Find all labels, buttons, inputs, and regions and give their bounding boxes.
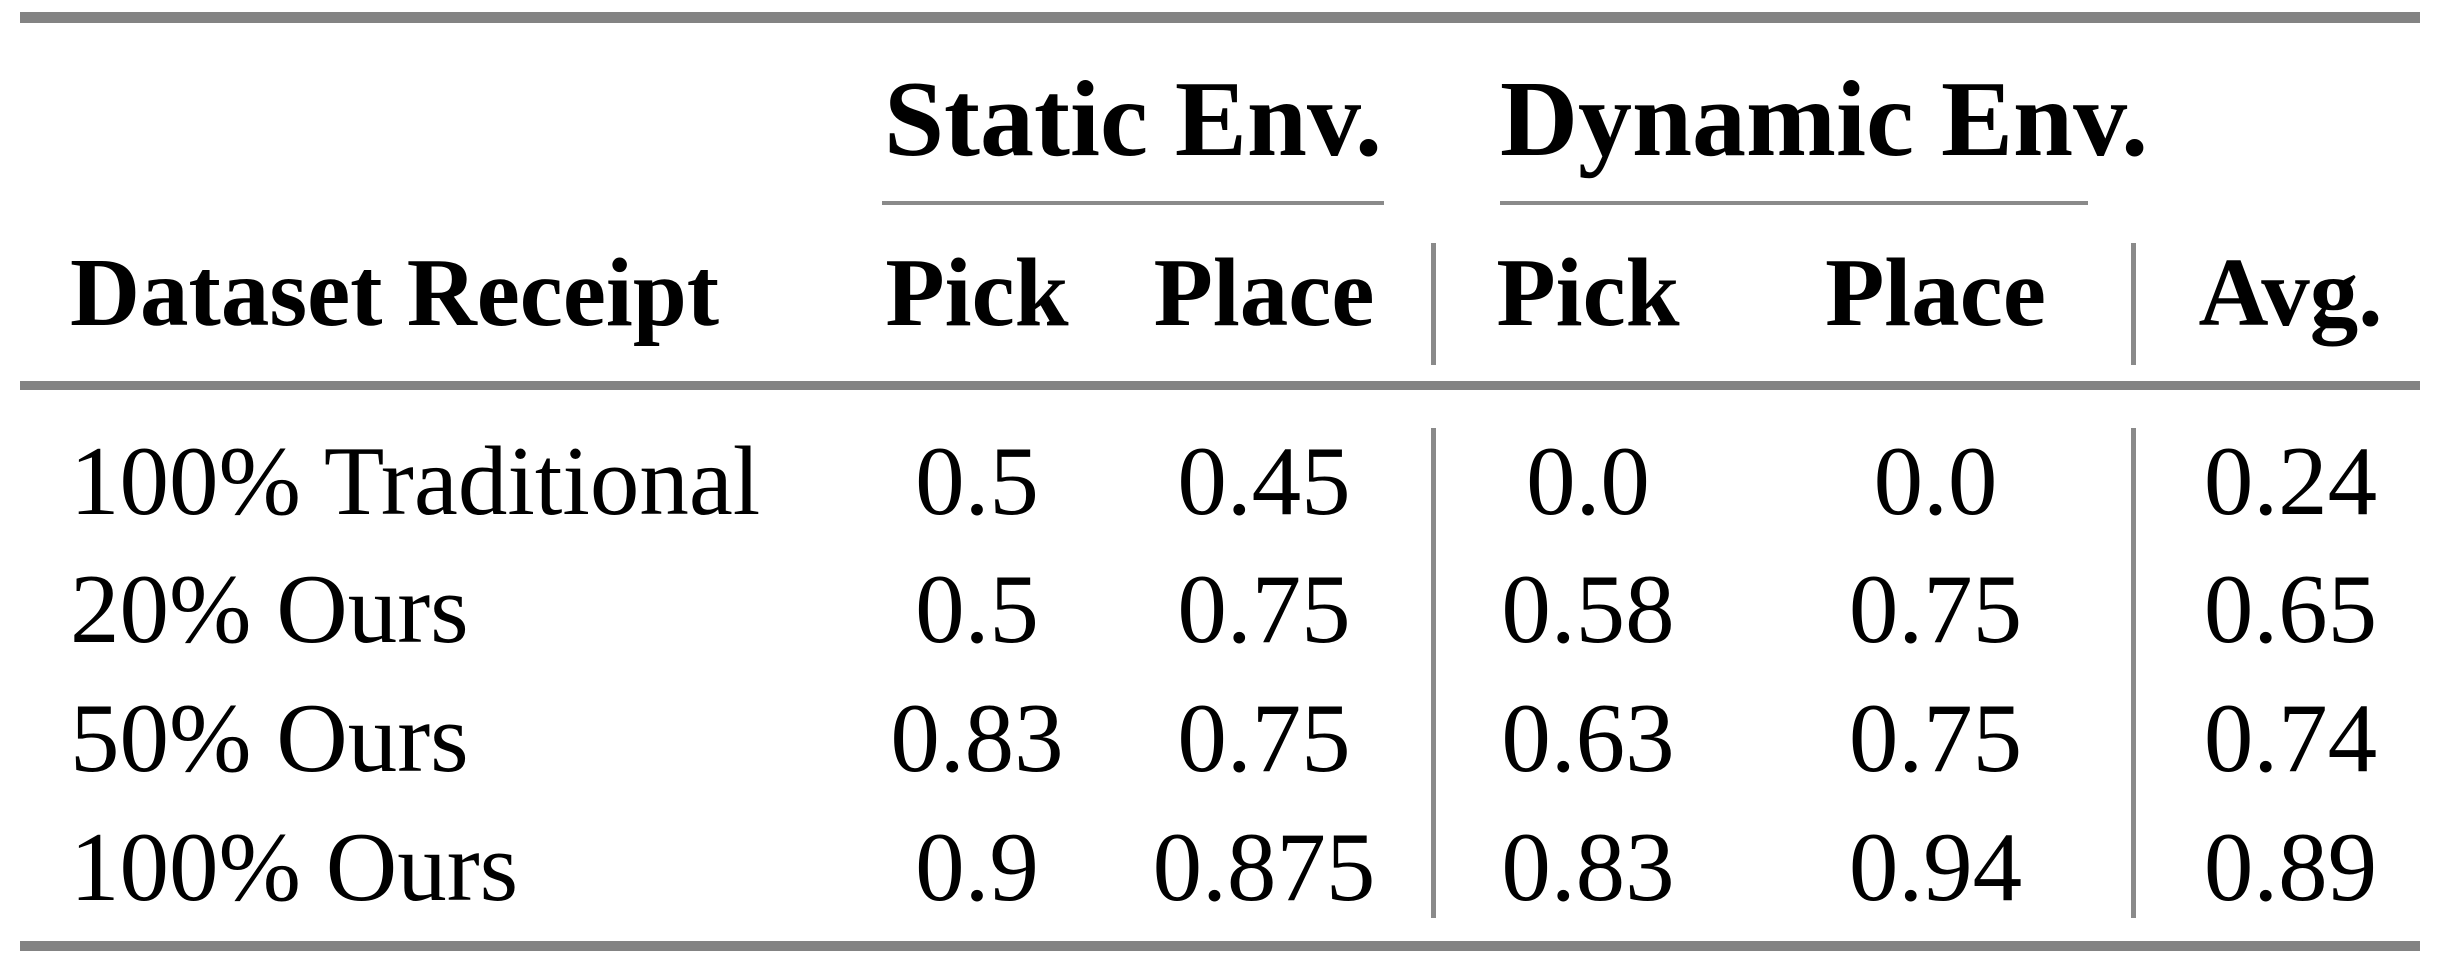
table-row: 100% Traditional 0.5 0.45 0.0 0.0 0.24 — [20, 432, 2420, 547]
dynamic-place-value: 0.75 — [1848, 684, 2023, 793]
static-env-cmidrule — [882, 201, 1384, 205]
table-row: 50% Ours 0.83 0.75 0.63 0.75 0.74 — [20, 689, 2420, 804]
static-pick-value: 0.5 — [915, 555, 1039, 664]
avg-value: 0.24 — [2203, 427, 2378, 536]
dynamic-pick-value: 0.83 — [1501, 813, 1675, 922]
results-table: Static Env. Dynamic Env. Dataset Receipt… — [20, 12, 2420, 966]
header-row: Dataset Receipt Pick Place Pick Place Av… — [20, 244, 2420, 359]
dynamic-pick-value: 0.58 — [1501, 555, 1675, 664]
col-header-dynamic-place: Place — [1825, 239, 2046, 346]
row-label: 100% Traditional — [70, 427, 761, 536]
column-group-static-env: Static Env. — [883, 60, 1383, 179]
vertical-rule-header-right — [2131, 243, 2136, 365]
dynamic-place-value: 0.94 — [1848, 813, 2023, 922]
col-header-dataset-receipt: Dataset Receipt — [70, 239, 720, 346]
row-label: 100% Ours — [70, 813, 519, 922]
col-header-dynamic-pick: Pick — [1496, 239, 1680, 346]
static-place-value: 0.875 — [1152, 813, 1376, 922]
table-bottom-rule — [20, 941, 2420, 951]
row-label: 20% Ours — [70, 555, 469, 664]
dynamic-pick-value: 0.0 — [1526, 427, 1650, 536]
dynamic-env-cmidrule — [1500, 201, 2088, 205]
table-mid-rule — [20, 381, 2420, 390]
row-label: 50% Ours — [70, 684, 469, 793]
vertical-rule-body-left — [1431, 428, 1436, 918]
col-header-static-pick: Pick — [885, 239, 1069, 346]
dynamic-pick-value: 0.63 — [1501, 684, 1675, 793]
static-place-value: 0.45 — [1177, 427, 1351, 536]
table-top-rule — [20, 12, 2420, 23]
vertical-rule-body-right — [2131, 428, 2136, 918]
avg-value: 0.74 — [2203, 684, 2378, 793]
col-header-avg: Avg. — [2198, 239, 2383, 346]
avg-value: 0.65 — [2203, 555, 2378, 664]
dynamic-place-value: 0.75 — [1848, 555, 2023, 664]
static-pick-value: 0.83 — [890, 684, 1064, 793]
static-pick-value: 0.5 — [915, 427, 1039, 536]
static-place-value: 0.75 — [1177, 684, 1351, 793]
table-row: 20% Ours 0.5 0.75 0.58 0.75 0.65 — [20, 560, 2420, 675]
table-row: 100% Ours 0.9 0.875 0.83 0.94 0.89 — [20, 818, 2420, 933]
vertical-rule-header-left — [1431, 243, 1436, 365]
avg-value: 0.89 — [2203, 813, 2378, 922]
dynamic-place-value: 0.0 — [1873, 427, 1998, 536]
static-place-value: 0.75 — [1177, 555, 1351, 664]
col-header-static-place: Place — [1153, 239, 1375, 346]
column-group-dynamic-env: Dynamic Env. — [1500, 60, 2149, 179]
static-pick-value: 0.9 — [915, 813, 1039, 922]
